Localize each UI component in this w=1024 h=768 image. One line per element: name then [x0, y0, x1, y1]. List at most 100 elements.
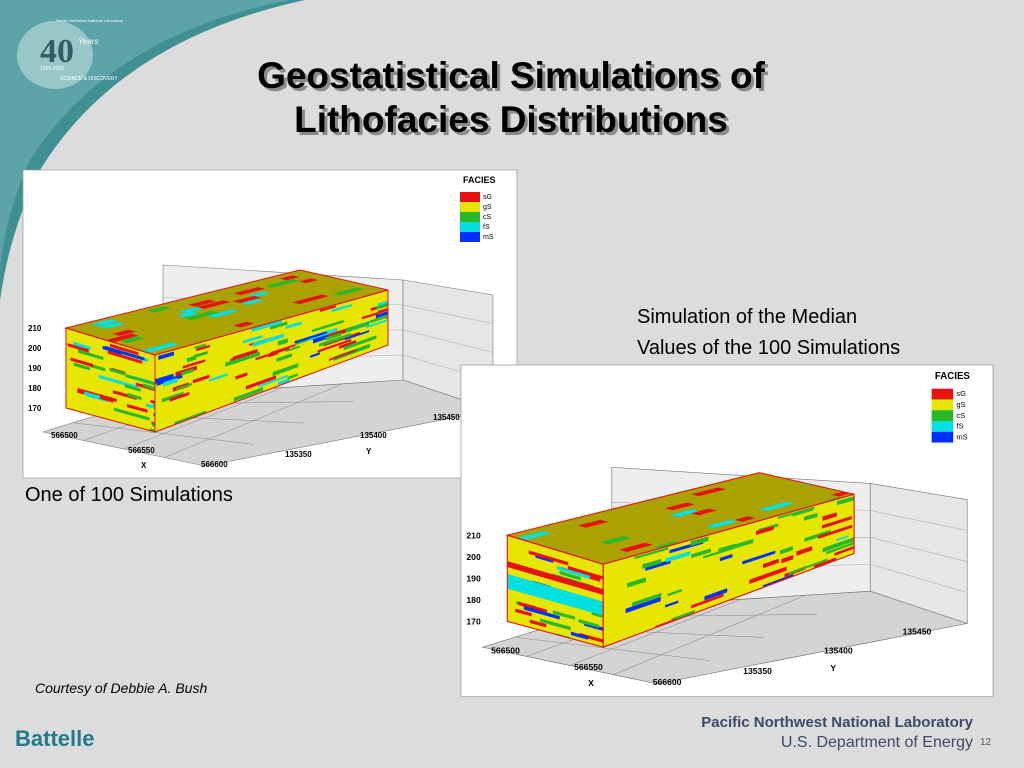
facies-cell: [691, 487, 727, 497]
facies-cell: [266, 279, 300, 288]
facies-cell: [667, 589, 682, 597]
content: 40 Years Pacific Northwest National Labora…: [15, 18, 994, 751]
facies-cell: [339, 339, 357, 350]
facies-cell: [779, 546, 793, 555]
facies-cell: [193, 374, 210, 384]
legend-label: gS: [483, 204, 492, 211]
x-tick-label: 566550: [574, 662, 603, 672]
z-tick-label: 200: [466, 552, 481, 562]
facies-cell: [188, 299, 216, 307]
logo-motto: SCIENCE & DISCOVERY: [60, 76, 118, 82]
facies-cell: [240, 298, 265, 306]
facies-cell: [777, 506, 815, 520]
figure-caption: One of 100 Simulations: [25, 484, 233, 506]
y-tick-label: 135450: [903, 626, 932, 636]
facies-cell: [749, 566, 787, 585]
facies-cell: [654, 541, 680, 549]
facies-cell: [176, 311, 199, 318]
facies-cell: [78, 349, 104, 361]
legend-label: mS: [956, 432, 967, 441]
facies-cell: [233, 321, 254, 328]
footer-left: Battelle: [15, 726, 94, 751]
facies-cell: [763, 558, 779, 569]
facies-cell: [331, 303, 352, 313]
facies-cell: [345, 321, 370, 333]
legend-swatch: [931, 431, 954, 443]
legend-swatch: [460, 232, 480, 242]
y-tick-label: 135350: [743, 666, 772, 676]
z-tick-label: 170: [466, 617, 481, 627]
facies-cell: [632, 592, 662, 607]
legend-swatch: [931, 399, 954, 411]
figure-caption: Values of the 100 Simulations: [637, 337, 900, 359]
facies-cell: [599, 536, 631, 545]
floor-grid: [123, 387, 284, 450]
page-number: 12: [980, 737, 992, 748]
facies-cell: [235, 372, 248, 380]
facies-cell: [344, 330, 370, 341]
legend-swatch: [931, 410, 954, 422]
facies-cell: [73, 362, 90, 371]
y-tick-label: 135450: [433, 413, 460, 422]
wall-grid: [870, 563, 968, 593]
facies-cell: [507, 573, 604, 616]
facies-cell: [232, 295, 262, 304]
facies-cell: [251, 320, 283, 332]
facies-cell: [831, 491, 851, 497]
facies-cell: [756, 525, 774, 535]
facies-cell: [252, 333, 284, 347]
facies-cell: [182, 359, 206, 369]
facies-cell: [665, 600, 679, 608]
facies-cell: [169, 391, 190, 402]
facies-cell: [143, 383, 155, 390]
facies-cell: [109, 367, 126, 376]
facies-cell: [233, 386, 264, 402]
facies-cell: [552, 610, 576, 620]
facies-cell: [328, 349, 357, 361]
facies-cell: [325, 332, 342, 341]
legend-label: mS: [483, 234, 494, 241]
facies-cell: [822, 515, 852, 529]
facies-cell: [691, 548, 712, 559]
facies-cell: [127, 392, 142, 401]
facies-cell: [366, 319, 388, 329]
facies-cell: [270, 321, 288, 330]
legend-label: gS: [956, 400, 965, 409]
facies-cell: [120, 336, 145, 343]
facies-cell: [112, 390, 137, 400]
logo-badge: [17, 21, 93, 89]
facies-cell: [801, 482, 813, 486]
facies-cell: [105, 345, 145, 361]
facies-cell: [193, 350, 208, 359]
facies-cell: [248, 291, 270, 298]
legend-label: sG: [956, 389, 966, 398]
facies-cell: [704, 588, 728, 601]
facies-cell: [258, 374, 288, 388]
legend-label: sG: [483, 194, 492, 201]
legend-swatch: [460, 222, 480, 232]
facies-cell: [197, 300, 231, 309]
floor-grid: [613, 594, 806, 675]
facies-cell: [294, 330, 328, 344]
facies-cell: [243, 334, 263, 344]
facies-cell: [361, 311, 379, 320]
facies-cell: [299, 278, 319, 284]
facies-cell: [158, 351, 174, 360]
legend-swatch: [931, 421, 954, 432]
facies-cell: [176, 382, 193, 391]
facies-cell: [796, 546, 813, 556]
facies-cell: [225, 351, 260, 367]
facies-cell: [826, 496, 843, 501]
facies-cell: [149, 428, 155, 432]
facies-cell: [312, 319, 344, 333]
z-tick-label: 180: [28, 384, 42, 393]
facies-cell: [726, 538, 754, 551]
block-top: [507, 472, 855, 565]
facies-cell: [836, 496, 855, 506]
y-axis-label: Y: [366, 447, 372, 456]
floor-grid: [569, 598, 742, 666]
credit: Courtesy of Debbie A. Bush: [35, 680, 207, 696]
facies-cell: [625, 596, 661, 614]
wall-grid: [870, 537, 968, 562]
